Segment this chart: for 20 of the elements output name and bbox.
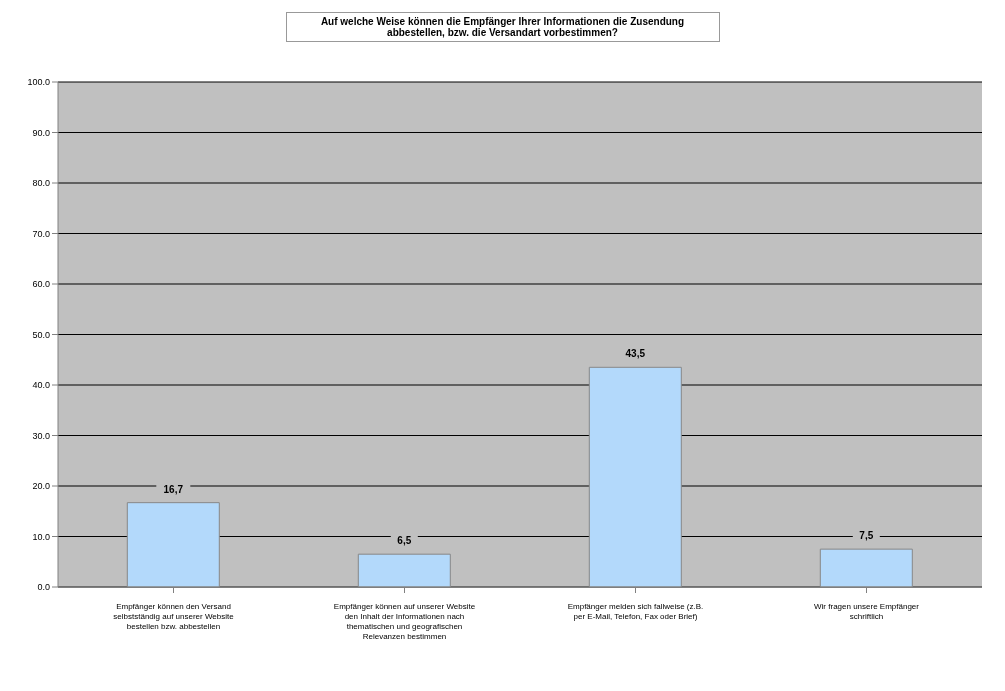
x-tick-label: Empfänger können auf unserer Website den Inhalt der Informationen nach thematischen und geografischen Relevanzen bestimmen bbox=[333, 602, 476, 641]
data-label: 16,7 bbox=[163, 483, 184, 495]
chart-title: Auf welche Weise können die Empfänger Ihrer Informationen die Zusendung abbestellen, bzw. die Versandart vorbestimmen? bbox=[285, 12, 720, 42]
y-tick-label: 70.0 bbox=[32, 228, 50, 239]
y-tick-label: 60.0 bbox=[32, 279, 50, 290]
x-tick-label: Empfänger können den Versand selbstständig auf unserer Website bestellen bzw. abbestellen bbox=[113, 602, 235, 631]
y-tick-label: 40.0 bbox=[32, 380, 50, 391]
x-tick-label: Empfänger melden sich fallweise (z.B. per E-Mail, Telefon, Fax oder Brief) bbox=[567, 602, 704, 621]
data-label: 7,5 bbox=[859, 530, 874, 542]
y-tick-label: 80.0 bbox=[32, 178, 50, 189]
y-tick-label: 20.0 bbox=[32, 481, 50, 492]
x-tick-label: Wir fragen unsere Empfänger schriftlich bbox=[814, 602, 920, 621]
y-tick-label: 50.0 bbox=[32, 329, 50, 340]
y-tick-label: 0.0 bbox=[37, 582, 50, 593]
y-tick-label: 30.0 bbox=[32, 430, 50, 441]
y-tick-label: 100.0 bbox=[27, 77, 50, 88]
y-tick-label: 90.0 bbox=[32, 127, 50, 138]
y-tick-label: 10.0 bbox=[32, 531, 50, 542]
data-label: 6,5 bbox=[397, 535, 412, 547]
data-label: 43,5 bbox=[625, 348, 646, 360]
